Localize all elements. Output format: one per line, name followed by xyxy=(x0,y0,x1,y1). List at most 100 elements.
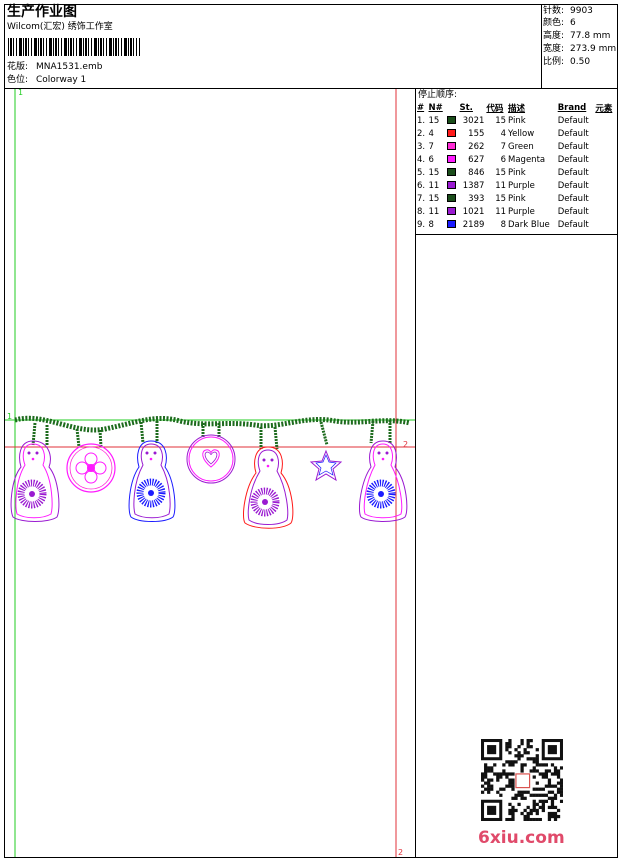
row-swatch xyxy=(447,140,460,153)
color-swatch xyxy=(447,155,456,163)
col-index: # xyxy=(417,102,425,113)
col-code: 代码 xyxy=(486,103,504,114)
row-code: 6 xyxy=(500,154,507,165)
table-row: 2. 4 155 4 Yellow Default xyxy=(417,127,617,140)
table-row: 9. 8 2189 8 Dark Blue Default xyxy=(417,218,617,231)
row-description: Magenta xyxy=(508,154,546,165)
row-brand: Default xyxy=(557,180,589,191)
page-title: 生产作业图 xyxy=(7,4,77,20)
end-marker-right: 2 xyxy=(403,440,409,449)
color-swatch xyxy=(447,194,456,202)
height-value: 77.8 mm xyxy=(570,31,611,41)
row-index: 8. xyxy=(417,206,426,217)
colors-label: 颜色: xyxy=(543,18,565,28)
colorway-name: Colorway 1 xyxy=(36,75,87,85)
row-index: 2. xyxy=(417,128,426,139)
stitches-label: 针数: xyxy=(543,6,565,16)
col-brand: Brand xyxy=(557,102,587,113)
qr-code xyxy=(481,739,563,821)
ornament-star xyxy=(309,449,343,482)
ornament-flower-circle xyxy=(66,443,116,493)
row-swatch xyxy=(447,114,460,127)
watermark-logo: 6xiu.com xyxy=(478,828,565,848)
table-row: 8. 11 1021 11 Purple Default xyxy=(417,205,617,218)
row-index: 6. xyxy=(417,180,426,191)
row-index: 5. xyxy=(417,167,426,178)
row-needle: 6 xyxy=(428,154,434,165)
row-brand: Default xyxy=(557,115,589,126)
row-swatch xyxy=(447,127,460,140)
row-stitches: 846 xyxy=(468,167,485,178)
col-stitches: St. xyxy=(459,102,473,113)
row-description: Green xyxy=(508,141,534,152)
row-stitches: 1021 xyxy=(462,206,485,217)
row-brand: Default xyxy=(557,167,589,178)
row-needle: 8 xyxy=(428,219,434,230)
row-element xyxy=(595,179,617,192)
row-brand: Default xyxy=(557,128,589,139)
row-element xyxy=(595,140,617,153)
color-swatch xyxy=(447,168,456,176)
barcode xyxy=(8,38,140,56)
col-swatch xyxy=(447,101,460,114)
row-swatch xyxy=(447,153,460,166)
row-description: Purple xyxy=(508,180,535,191)
row-needle: 15 xyxy=(428,167,440,178)
row-needle: 11 xyxy=(428,206,440,217)
stitches-value: 9903 xyxy=(570,6,593,16)
row-element xyxy=(595,218,617,231)
row-code: 8 xyxy=(500,219,507,230)
row-needle: 7 xyxy=(428,141,434,152)
stop-sequence-table-border xyxy=(415,88,618,235)
row-code: 7 xyxy=(500,141,507,152)
table-header-row: # N# St. 代码 描述 Brand 元素 xyxy=(417,101,617,114)
row-code: 11 xyxy=(495,206,507,217)
color-swatch xyxy=(447,220,456,228)
table-row: 7. 15 393 15 Pink Default xyxy=(417,192,617,205)
row-brand: Default xyxy=(557,154,589,165)
ornament-heart-circle xyxy=(186,434,236,484)
row-description: Dark Blue xyxy=(508,219,550,230)
row-index: 9. xyxy=(417,219,426,230)
row-stitches: 1387 xyxy=(462,180,485,191)
row-code: 4 xyxy=(500,128,507,139)
table-row: 4. 6 627 6 Magenta Default xyxy=(417,153,617,166)
row-element xyxy=(595,127,617,140)
matryoshka-doll-3 xyxy=(242,446,294,529)
row-description: Pink xyxy=(508,193,526,204)
color-swatch xyxy=(447,181,456,189)
scale-label: 比例: xyxy=(543,57,565,67)
col-description: 描述 xyxy=(508,103,526,114)
color-swatch xyxy=(447,116,456,124)
col-needle: N# xyxy=(428,102,443,113)
row-element xyxy=(595,192,617,205)
row-element xyxy=(595,153,617,166)
embroidery-design-preview xyxy=(5,89,415,857)
matryoshka-doll-1 xyxy=(10,440,60,522)
height-label: 高度: xyxy=(543,31,565,41)
row-brand: Default xyxy=(557,141,589,152)
stop-sequence-table: # N# St. 代码 描述 Brand 元素 1. 15 3021 15 Pink De… xyxy=(417,101,617,231)
row-stitches: 2189 xyxy=(462,219,485,230)
color-swatch xyxy=(447,129,456,137)
row-swatch xyxy=(447,218,460,231)
row-stitches: 262 xyxy=(468,141,485,152)
colorway-label: 色位: xyxy=(7,75,29,85)
row-swatch xyxy=(447,166,460,179)
row-index: 4. xyxy=(417,154,426,165)
colors-value: 6 xyxy=(570,18,576,28)
row-stitches: 3021 xyxy=(462,115,485,126)
row-needle: 11 xyxy=(428,180,440,191)
matryoshka-doll-2 xyxy=(128,440,176,522)
table-row: 3. 7 262 7 Green Default xyxy=(417,140,617,153)
row-swatch xyxy=(447,205,460,218)
row-element xyxy=(595,166,617,179)
row-code: 15 xyxy=(495,167,507,178)
start-marker-left: 1 xyxy=(7,412,13,421)
row-brand: Default xyxy=(557,219,589,230)
design-label: 花版: xyxy=(7,62,29,72)
stop-sequence-title: 停止顺序: xyxy=(418,90,458,100)
row-description: Purple xyxy=(508,206,535,217)
matryoshka-doll-4 xyxy=(358,440,408,522)
